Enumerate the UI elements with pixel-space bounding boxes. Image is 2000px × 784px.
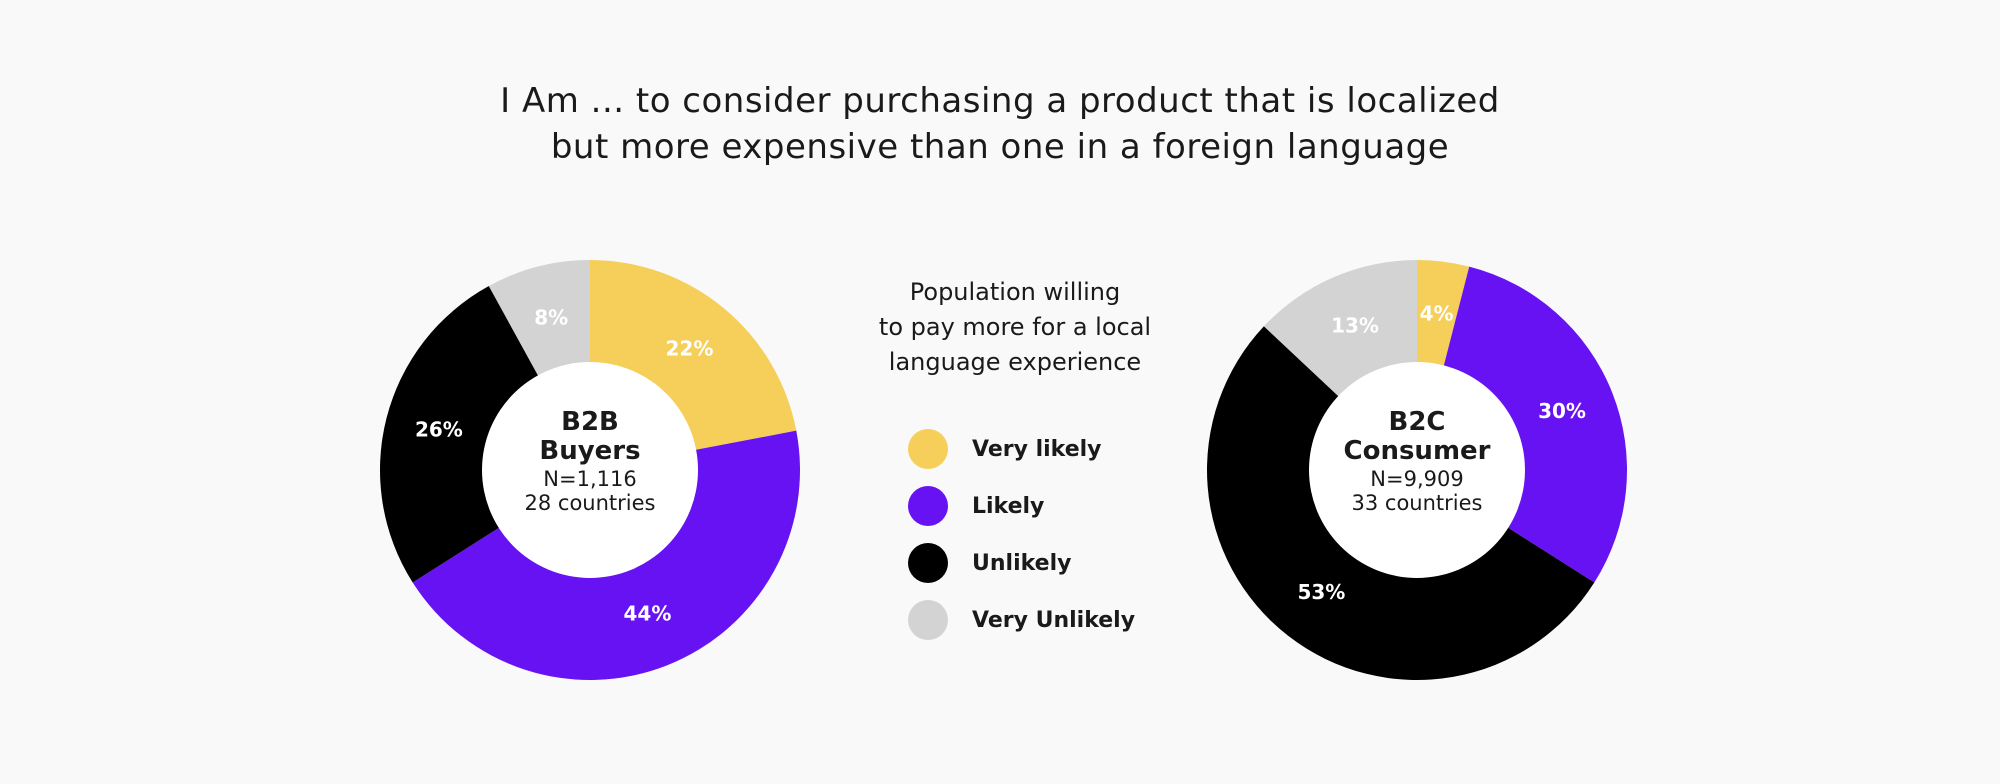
legend-label-unlikely: Unlikely: [972, 550, 1072, 576]
chart-title: I Am ... to consider purchasing a produc…: [0, 78, 2000, 170]
legend: Very likely Likely Unlikely Very Unlikel…: [908, 428, 1208, 656]
legend-swatch-unlikely: [908, 543, 948, 583]
legend-label-likely: Likely: [972, 493, 1045, 519]
b2c-center-countries: 33 countries: [1352, 491, 1483, 515]
b2b-slice-labels: 22% 44% 26% 8%: [415, 305, 713, 625]
b2b-center-n: N=1,116: [543, 467, 636, 491]
b2c-center-title-1: B2C: [1389, 407, 1446, 437]
legend-swatch-likely: [908, 486, 948, 526]
b2c-donut-chart: B2C Consumer N=9,909 33 countries 4% 30% 5…: [1207, 260, 1627, 680]
b2c-slice-label-unlikely: 53%: [1297, 580, 1345, 604]
b2c-slice-labels: 4% 30% 53% 13%: [1297, 302, 1586, 604]
legend-swatch-very-likely: [908, 429, 948, 469]
legend-item-unlikely: Unlikely: [908, 542, 1208, 584]
b2c-slice-label-likely: 30%: [1538, 399, 1586, 423]
legend-swatch-very-unlikely: [908, 600, 948, 640]
legend-heading-line-2: to pay more for a local: [878, 313, 1152, 341]
b2c-center-n: N=9,909: [1370, 467, 1463, 491]
legend-label-very-unlikely: Very Unlikely: [972, 607, 1136, 633]
legend-item-very-likely: Very likely: [908, 428, 1208, 470]
b2c-slice-likely: [1417, 266, 1627, 583]
b2b-slice-label-unlikely: 26%: [415, 418, 463, 442]
legend-heading: Population willing to pay more for a loc…: [840, 275, 1190, 380]
b2b-donut-hole: [482, 362, 698, 578]
chart-title-line-1: I Am ... to consider purchasing a produc…: [500, 81, 1500, 121]
legend-label-very-likely: Very likely: [972, 436, 1102, 462]
b2b-donut-chart: B2B Buyers N=1,116 28 countries 22% 44% 26…: [380, 260, 800, 680]
b2b-slice-label-very-likely: 22%: [666, 336, 714, 360]
b2b-slice-label-likely: 44%: [623, 602, 671, 626]
chart-title-line-2: but more expensive than one in a foreign…: [550, 127, 1450, 167]
b2c-donut-hole: [1309, 362, 1525, 578]
b2b-center-title-1: B2B: [561, 407, 619, 437]
b2b-slice-label-very-unlikely: 8%: [534, 305, 568, 329]
b2b-center-title-2: Buyers: [539, 436, 640, 466]
legend-heading-line-3: language experience: [888, 348, 1142, 376]
b2b-center-countries: 28 countries: [525, 491, 656, 515]
b2b-slice-unlikely: [380, 285, 590, 583]
b2c-center-title-2: Consumer: [1344, 436, 1491, 466]
legend-heading-line-1: Population willing: [909, 278, 1121, 306]
b2c-slice-label-very-unlikely: 13%: [1331, 313, 1379, 337]
legend-item-very-unlikely: Very Unlikely: [908, 599, 1208, 641]
legend-item-likely: Likely: [908, 485, 1208, 527]
b2c-slice-label-very-likely: 4%: [1420, 302, 1454, 326]
